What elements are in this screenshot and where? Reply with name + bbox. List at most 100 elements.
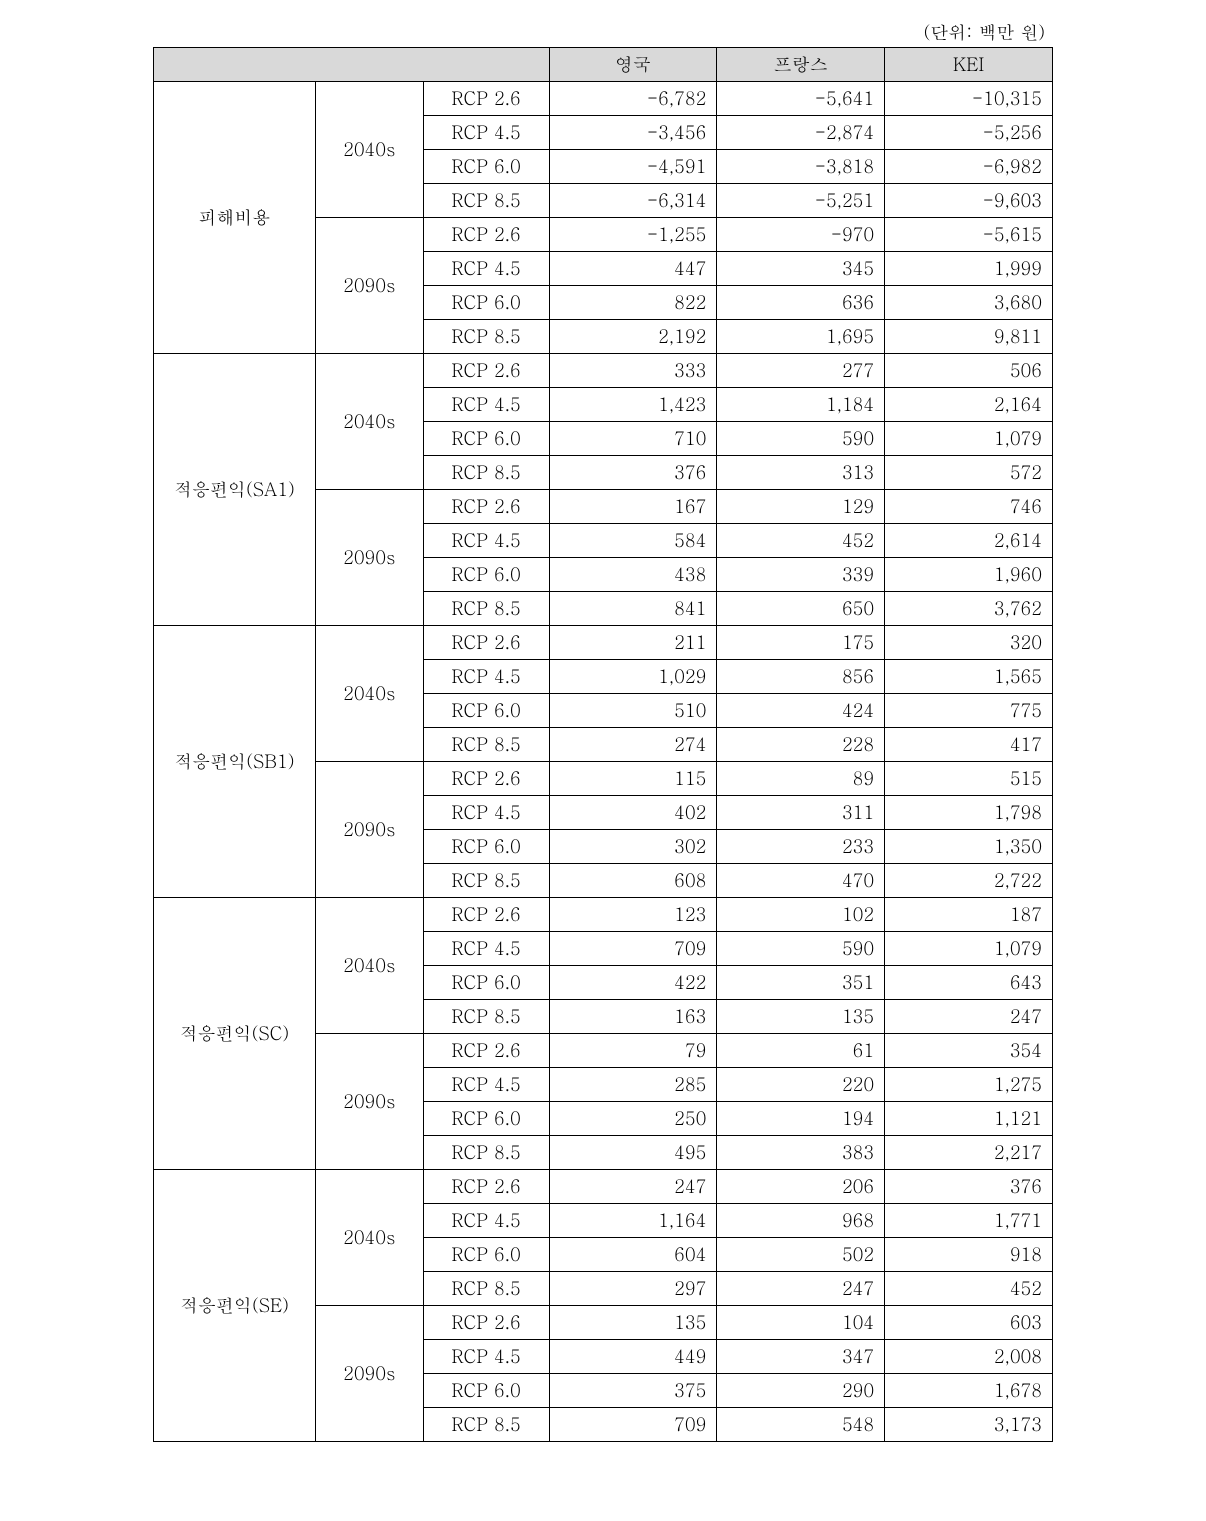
scenario-cell: RCP 4.5 — [423, 660, 549, 694]
value-cell: 247 — [717, 1272, 885, 1306]
table-row: 피해비용2040sRCP 2.6-6,782-5,641-10,315 — [154, 82, 1053, 116]
value-cell: 1,695 — [717, 320, 885, 354]
scenario-cell: RCP 6.0 — [423, 1102, 549, 1136]
value-cell: 313 — [717, 456, 885, 490]
period-cell: 2090s — [315, 218, 423, 354]
value-cell: 422 — [549, 966, 717, 1000]
value-cell: 228 — [717, 728, 885, 762]
scenario-cell: RCP 4.5 — [423, 252, 549, 286]
value-cell: 603 — [885, 1306, 1053, 1340]
value-cell: -6,982 — [885, 150, 1053, 184]
value-cell: 1,121 — [885, 1102, 1053, 1136]
value-cell: 163 — [549, 1000, 717, 1034]
value-cell: 746 — [885, 490, 1053, 524]
value-cell: 1,079 — [885, 422, 1053, 456]
table-container: (단위: 백만 원) 영국 프랑스 KEI 피해비용2040sRCP 2.6-6… — [153, 20, 1053, 1442]
scenario-cell: RCP 6.0 — [423, 558, 549, 592]
value-cell: 2,722 — [885, 864, 1053, 898]
table-body: 피해비용2040sRCP 2.6-6,782-5,641-10,315RCP 4… — [154, 82, 1053, 1442]
value-cell: 129 — [717, 490, 885, 524]
scenario-cell: RCP 2.6 — [423, 1306, 549, 1340]
value-cell: 345 — [717, 252, 885, 286]
value-cell: 449 — [549, 1340, 717, 1374]
value-cell: 709 — [549, 1408, 717, 1442]
value-cell: 3,762 — [885, 592, 1053, 626]
value-cell: 354 — [885, 1034, 1053, 1068]
value-cell: 650 — [717, 592, 885, 626]
value-cell: 61 — [717, 1034, 885, 1068]
value-cell: 167 — [549, 490, 717, 524]
scenario-cell: RCP 8.5 — [423, 1272, 549, 1306]
value-cell: 470 — [717, 864, 885, 898]
value-cell: -5,251 — [717, 184, 885, 218]
value-cell: 1,164 — [549, 1204, 717, 1238]
value-cell: 438 — [549, 558, 717, 592]
scenario-cell: RCP 4.5 — [423, 116, 549, 150]
value-cell: -4,591 — [549, 150, 717, 184]
value-cell: 2,008 — [885, 1340, 1053, 1374]
value-cell: 417 — [885, 728, 1053, 762]
column-header-uk: 영국 — [549, 48, 717, 82]
value-cell: 351 — [717, 966, 885, 1000]
table-row: 적응편익(SC)2040sRCP 2.6123102187 — [154, 898, 1053, 932]
value-cell: 102 — [717, 898, 885, 932]
value-cell: 506 — [885, 354, 1053, 388]
scenario-cell: RCP 8.5 — [423, 1408, 549, 1442]
value-cell: 584 — [549, 524, 717, 558]
value-cell: 710 — [549, 422, 717, 456]
table-head: 영국 프랑스 KEI — [154, 48, 1053, 82]
value-cell: 211 — [549, 626, 717, 660]
value-cell: 333 — [549, 354, 717, 388]
value-cell: 608 — [549, 864, 717, 898]
value-cell: -6,314 — [549, 184, 717, 218]
value-cell: 1,350 — [885, 830, 1053, 864]
scenario-cell: RCP 8.5 — [423, 320, 549, 354]
value-cell: 1,678 — [885, 1374, 1053, 1408]
value-cell: 104 — [717, 1306, 885, 1340]
period-cell: 2040s — [315, 626, 423, 762]
value-cell: 968 — [717, 1204, 885, 1238]
value-cell: 115 — [549, 762, 717, 796]
value-cell: 709 — [549, 932, 717, 966]
value-cell: 548 — [717, 1408, 885, 1442]
period-cell: 2090s — [315, 1034, 423, 1170]
value-cell: 495 — [549, 1136, 717, 1170]
value-cell: -970 — [717, 218, 885, 252]
table-row: 적응편익(SA1)2040sRCP 2.6333277506 — [154, 354, 1053, 388]
header-blank — [154, 48, 550, 82]
value-cell: 3,680 — [885, 286, 1053, 320]
value-cell: 2,217 — [885, 1136, 1053, 1170]
value-cell: 123 — [549, 898, 717, 932]
value-cell: -6,782 — [549, 82, 717, 116]
scenario-cell: RCP 4.5 — [423, 796, 549, 830]
value-cell: 376 — [549, 456, 717, 490]
scenario-cell: RCP 2.6 — [423, 762, 549, 796]
scenario-cell: RCP 6.0 — [423, 1374, 549, 1408]
value-cell: 604 — [549, 1238, 717, 1272]
value-cell: 79 — [549, 1034, 717, 1068]
scenario-cell: RCP 2.6 — [423, 1170, 549, 1204]
scenario-cell: RCP 2.6 — [423, 1034, 549, 1068]
value-cell: 775 — [885, 694, 1053, 728]
period-cell: 2040s — [315, 354, 423, 490]
scenario-cell: RCP 4.5 — [423, 932, 549, 966]
value-cell: 452 — [885, 1272, 1053, 1306]
value-cell: 247 — [549, 1170, 717, 1204]
value-cell: 1,565 — [885, 660, 1053, 694]
value-cell: 89 — [717, 762, 885, 796]
category-cell: 적응편익(SA1) — [154, 354, 316, 626]
value-cell: -3,456 — [549, 116, 717, 150]
value-cell: 1,999 — [885, 252, 1053, 286]
value-cell: 515 — [885, 762, 1053, 796]
value-cell: 135 — [717, 1000, 885, 1034]
scenario-cell: RCP 8.5 — [423, 592, 549, 626]
value-cell: 447 — [549, 252, 717, 286]
scenario-cell: RCP 4.5 — [423, 388, 549, 422]
value-cell: 1,184 — [717, 388, 885, 422]
scenario-cell: RCP 4.5 — [423, 1068, 549, 1102]
value-cell: 9,811 — [885, 320, 1053, 354]
value-cell: 590 — [717, 932, 885, 966]
value-cell: 135 — [549, 1306, 717, 1340]
value-cell: -10,315 — [885, 82, 1053, 116]
value-cell: 1,771 — [885, 1204, 1053, 1238]
